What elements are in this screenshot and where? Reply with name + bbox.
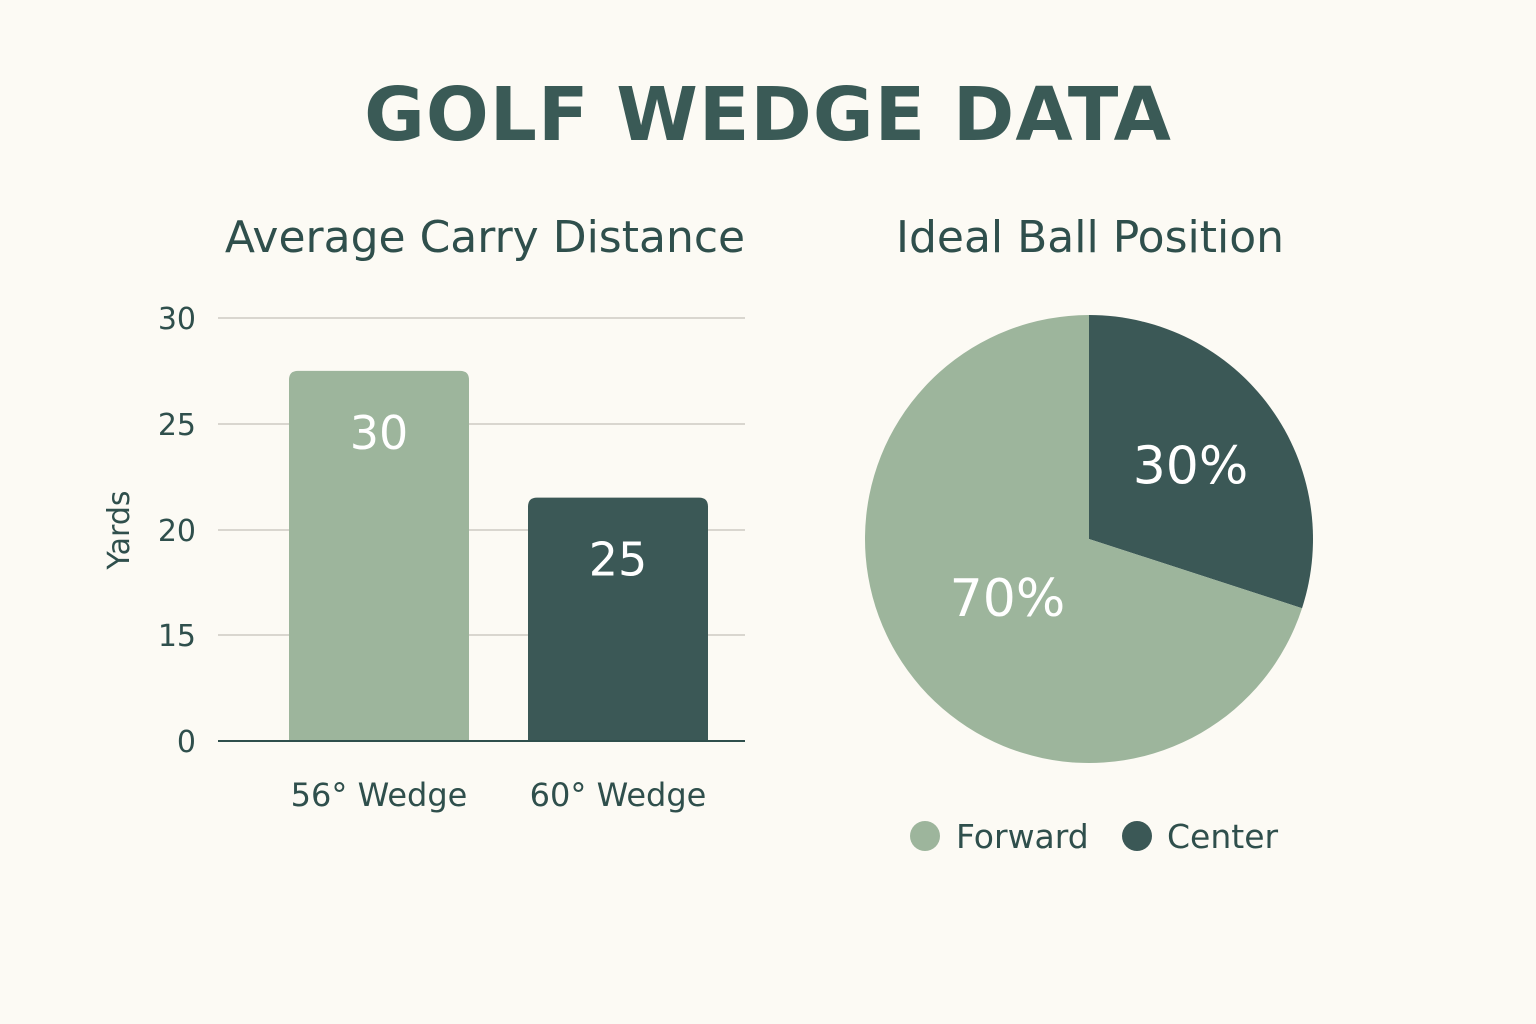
bar-chart: 0 15 20 25 30 Yards 30 56° Wedge 25 60° Wedge: [102, 302, 745, 814]
pie-chart-title: Ideal Ball Position: [895, 212, 1285, 263]
legend-swatch: [910, 821, 940, 851]
bar-chart-title: Average Carry Distance: [224, 212, 746, 263]
pie-slice: [864, 315, 1303, 764]
pie-data-label: 70%: [950, 569, 1066, 629]
pie-chart: 30% 70% Forward Center: [864, 315, 1313, 856]
y-tick-label: 0: [177, 725, 196, 760]
legend-swatch: [1122, 821, 1152, 851]
y-tick-label: 30: [158, 302, 196, 337]
bar: [528, 497, 708, 741]
y-tick-label: 15: [158, 619, 196, 654]
page-title: GOLF WEDGE DATA: [364, 72, 1172, 158]
legend-label: Forward: [956, 817, 1089, 856]
y-tick-label: 25: [158, 408, 196, 443]
y-tick-label: 20: [158, 514, 196, 549]
bar: [289, 370, 469, 741]
x-tick-label: 60° Wedge: [530, 776, 707, 814]
legend-label: Center: [1167, 817, 1279, 856]
x-tick-label: 56° Wedge: [291, 776, 468, 814]
bar-data-label: 25: [589, 533, 648, 587]
y-axis-title: Yards: [102, 490, 137, 570]
pie-data-label: 30%: [1133, 436, 1249, 496]
pie-slice: [1089, 315, 1313, 609]
bar-data-label: 30: [350, 406, 409, 460]
